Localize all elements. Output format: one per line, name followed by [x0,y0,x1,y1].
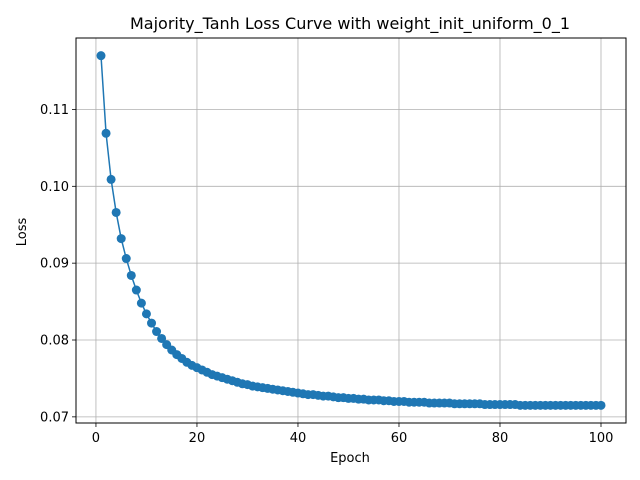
x-axis-label: Epoch [330,451,370,466]
data-point [116,234,126,244]
data-point [157,333,167,343]
data-point [131,285,141,295]
data-point [111,207,121,217]
tick-layer: 0 20 40 60 80 100 0.07 0.08 0.09 0.10 0.11 [40,103,613,446]
data-point [106,174,116,184]
x-tick-label: 40 [290,431,307,446]
y-tick-label: 0.08 [40,334,69,349]
y-axis-label: Loss [15,218,30,247]
y-tick-label: 0.10 [40,180,69,195]
x-tick-label: 60 [391,431,408,446]
chart-title: Majority_Tanh Loss Curve with weight_ini… [130,14,570,34]
y-tick-label: 0.09 [40,257,69,272]
data-point [121,254,131,264]
series-layer [96,51,606,410]
x-tick-label: 100 [589,431,614,446]
x-tick-label: 80 [492,431,509,446]
y-tick-label: 0.11 [40,103,69,118]
y-tick-label: 0.07 [40,410,69,425]
data-point [596,400,606,410]
grid-layer [76,38,626,423]
plot-frame [75,37,627,424]
data-point [152,327,162,337]
data-point [141,309,151,319]
data-point [147,318,157,328]
data-point [101,128,111,138]
data-point [136,298,146,308]
data-point [96,51,106,61]
x-tick-label: 20 [189,431,206,446]
data-point [126,270,136,280]
x-tick-label: 0 [92,431,100,446]
